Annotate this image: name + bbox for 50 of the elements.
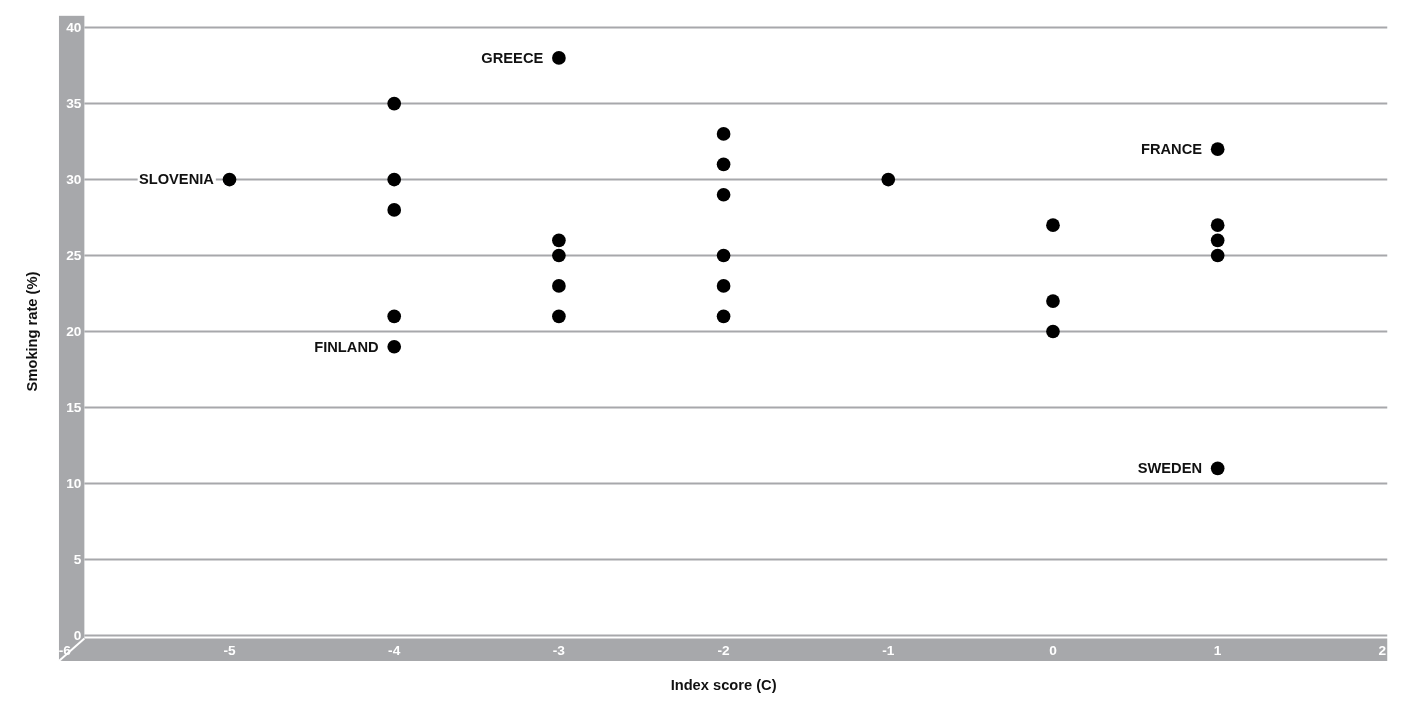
point: [1046, 218, 1060, 232]
point: [1046, 294, 1060, 308]
point: [716, 279, 731, 293]
point: [716, 309, 731, 324]
x-tick-label: -2: [717, 643, 731, 659]
y-tick-label: 20: [66, 324, 82, 340]
point: [1210, 233, 1225, 248]
point: [1210, 218, 1225, 232]
x-tick-label: -4: [388, 643, 401, 659]
y-tick-label: 25: [66, 248, 82, 264]
point: [716, 187, 731, 202]
y-tick-label: 10: [66, 476, 82, 492]
x-tick-label: 1: [1213, 643, 1222, 659]
x-tick-label: -5: [223, 643, 236, 659]
point: [387, 172, 402, 187]
annotation: FINLAND: [314, 338, 379, 355]
annotation: FRANCE: [1140, 141, 1203, 158]
x-axis-title: Index score (C): [670, 677, 777, 694]
point: [1046, 324, 1060, 339]
point: [881, 172, 896, 187]
point: [387, 203, 402, 217]
point: [552, 309, 566, 324]
point: [387, 339, 402, 354]
annotation: SLOVENIA: [138, 171, 215, 188]
point: [552, 279, 566, 293]
annotation: SWEDEN: [1137, 460, 1203, 477]
point: [1210, 248, 1225, 263]
y-tick-label: 30: [66, 172, 82, 188]
y-tick-label: 5: [73, 552, 82, 568]
y-tick-label: 35: [66, 96, 82, 112]
x-tick-label: 2: [1378, 643, 1387, 659]
y-axis-title: Smoking rate (%): [24, 271, 41, 392]
annotation: GREECE: [481, 49, 544, 66]
point: [222, 172, 237, 187]
x-tick-label: 0: [1049, 643, 1058, 659]
point: [716, 248, 731, 263]
point: [552, 233, 566, 248]
x-tick-label: -1: [882, 643, 895, 659]
point: [552, 248, 566, 263]
y-tick-label: 15: [66, 400, 82, 416]
y-tick-label: 0: [73, 628, 82, 644]
point: [716, 157, 731, 172]
point: [716, 127, 731, 141]
point: [1210, 142, 1225, 156]
y-tick-label: 40: [66, 20, 82, 36]
point: [387, 96, 402, 111]
point: [552, 51, 566, 65]
point: [1210, 461, 1225, 476]
point: [387, 309, 402, 324]
x-tick-label: -3: [552, 643, 566, 659]
